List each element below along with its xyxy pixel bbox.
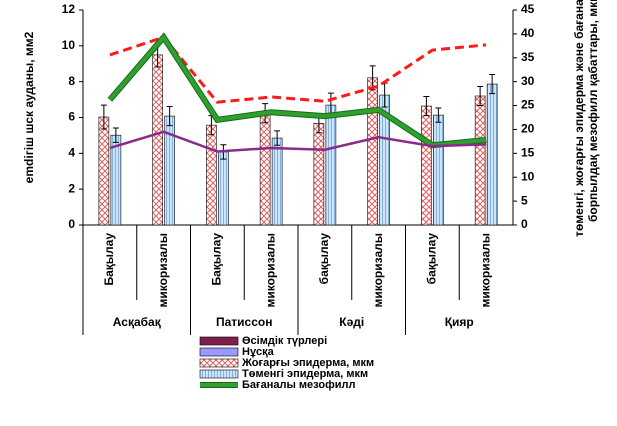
y2-tick-label: 20 — [521, 122, 535, 136]
x-tick-label: микоризалы — [478, 233, 492, 308]
y-axis-title: emdiгiш шск ауданы, мм2 — [22, 31, 36, 183]
bar — [325, 104, 337, 226]
line — [108, 33, 487, 148]
error-bar — [477, 85, 484, 107]
y-tick-label: 8 — [68, 74, 75, 88]
legend-swatch — [199, 369, 239, 379]
bar — [98, 116, 110, 226]
group-label: Қияр — [445, 315, 474, 329]
y-tick-label: 10 — [62, 38, 76, 52]
y2-axis-title: борпылдақ мезофилл қабаттары, мкм — [586, 0, 600, 222]
y2-tick-label: 35 — [521, 50, 535, 64]
bar — [313, 122, 325, 226]
legend-label: Бағаналы мезофилл — [242, 379, 355, 391]
bar — [271, 137, 283, 226]
y-tick-label: 4 — [68, 146, 75, 160]
x-tick-label: бақылау — [317, 233, 331, 285]
y2-tick-label: 40 — [521, 26, 535, 40]
bar — [206, 124, 217, 226]
error-bar — [489, 74, 496, 95]
y-tick-label: 0 — [68, 217, 75, 231]
y2-tick-label: 45 — [521, 2, 535, 16]
bar — [433, 114, 444, 226]
error-bar — [166, 106, 173, 127]
error-bar — [274, 130, 281, 146]
bar — [218, 151, 229, 226]
bar — [421, 105, 432, 226]
y2-tick-label: 5 — [521, 193, 528, 207]
y2-tick-label: 30 — [521, 74, 535, 88]
legend-label: Өсімдік түрлері — [242, 335, 327, 347]
x-tick-label: микоризалы — [156, 233, 170, 308]
error-bar — [435, 107, 442, 123]
y2-tick-label: 10 — [521, 169, 535, 183]
legend-swatch — [199, 358, 239, 368]
y2-axis-title: төменгі, жоғарғы эпидерма және бағаналы, — [572, 0, 586, 237]
bar — [110, 134, 122, 226]
y2-tick-label: 15 — [521, 146, 535, 160]
y-tick-label: 2 — [68, 181, 75, 195]
legend-swatch — [199, 336, 239, 346]
y2-tick-label: 0 — [521, 217, 528, 231]
bar — [486, 83, 498, 226]
line — [109, 35, 487, 104]
bar — [367, 77, 378, 226]
bar — [474, 95, 486, 226]
x-tick-label: Бақылау — [102, 233, 116, 286]
x-tick-label: Бақылау — [210, 233, 224, 286]
group-label: Кәдi — [339, 315, 364, 329]
x-tick-label: микоризалы — [371, 233, 385, 308]
bar — [259, 112, 271, 226]
y-tick-label: 12 — [62, 2, 76, 16]
error-bar — [100, 104, 107, 130]
y2-tick-label: 25 — [521, 98, 535, 112]
x-tick-label: бақылау — [425, 233, 439, 285]
error-bar — [112, 127, 119, 143]
group-label: Патиссон — [216, 315, 272, 329]
legend-label: Жоғарғы эпидерма, мкм — [241, 357, 374, 369]
bar — [152, 54, 163, 226]
legend-label: Нұсқа — [242, 346, 275, 358]
group-label: Асқабақ — [113, 315, 161, 329]
x-tick-label: микоризалы — [263, 233, 277, 308]
legend-swatch — [199, 347, 239, 357]
line — [109, 130, 487, 153]
legend-label: Төменгі эпидерма, мкм — [242, 368, 368, 380]
y-tick-label: 6 — [68, 110, 75, 124]
error-bar — [423, 95, 430, 117]
